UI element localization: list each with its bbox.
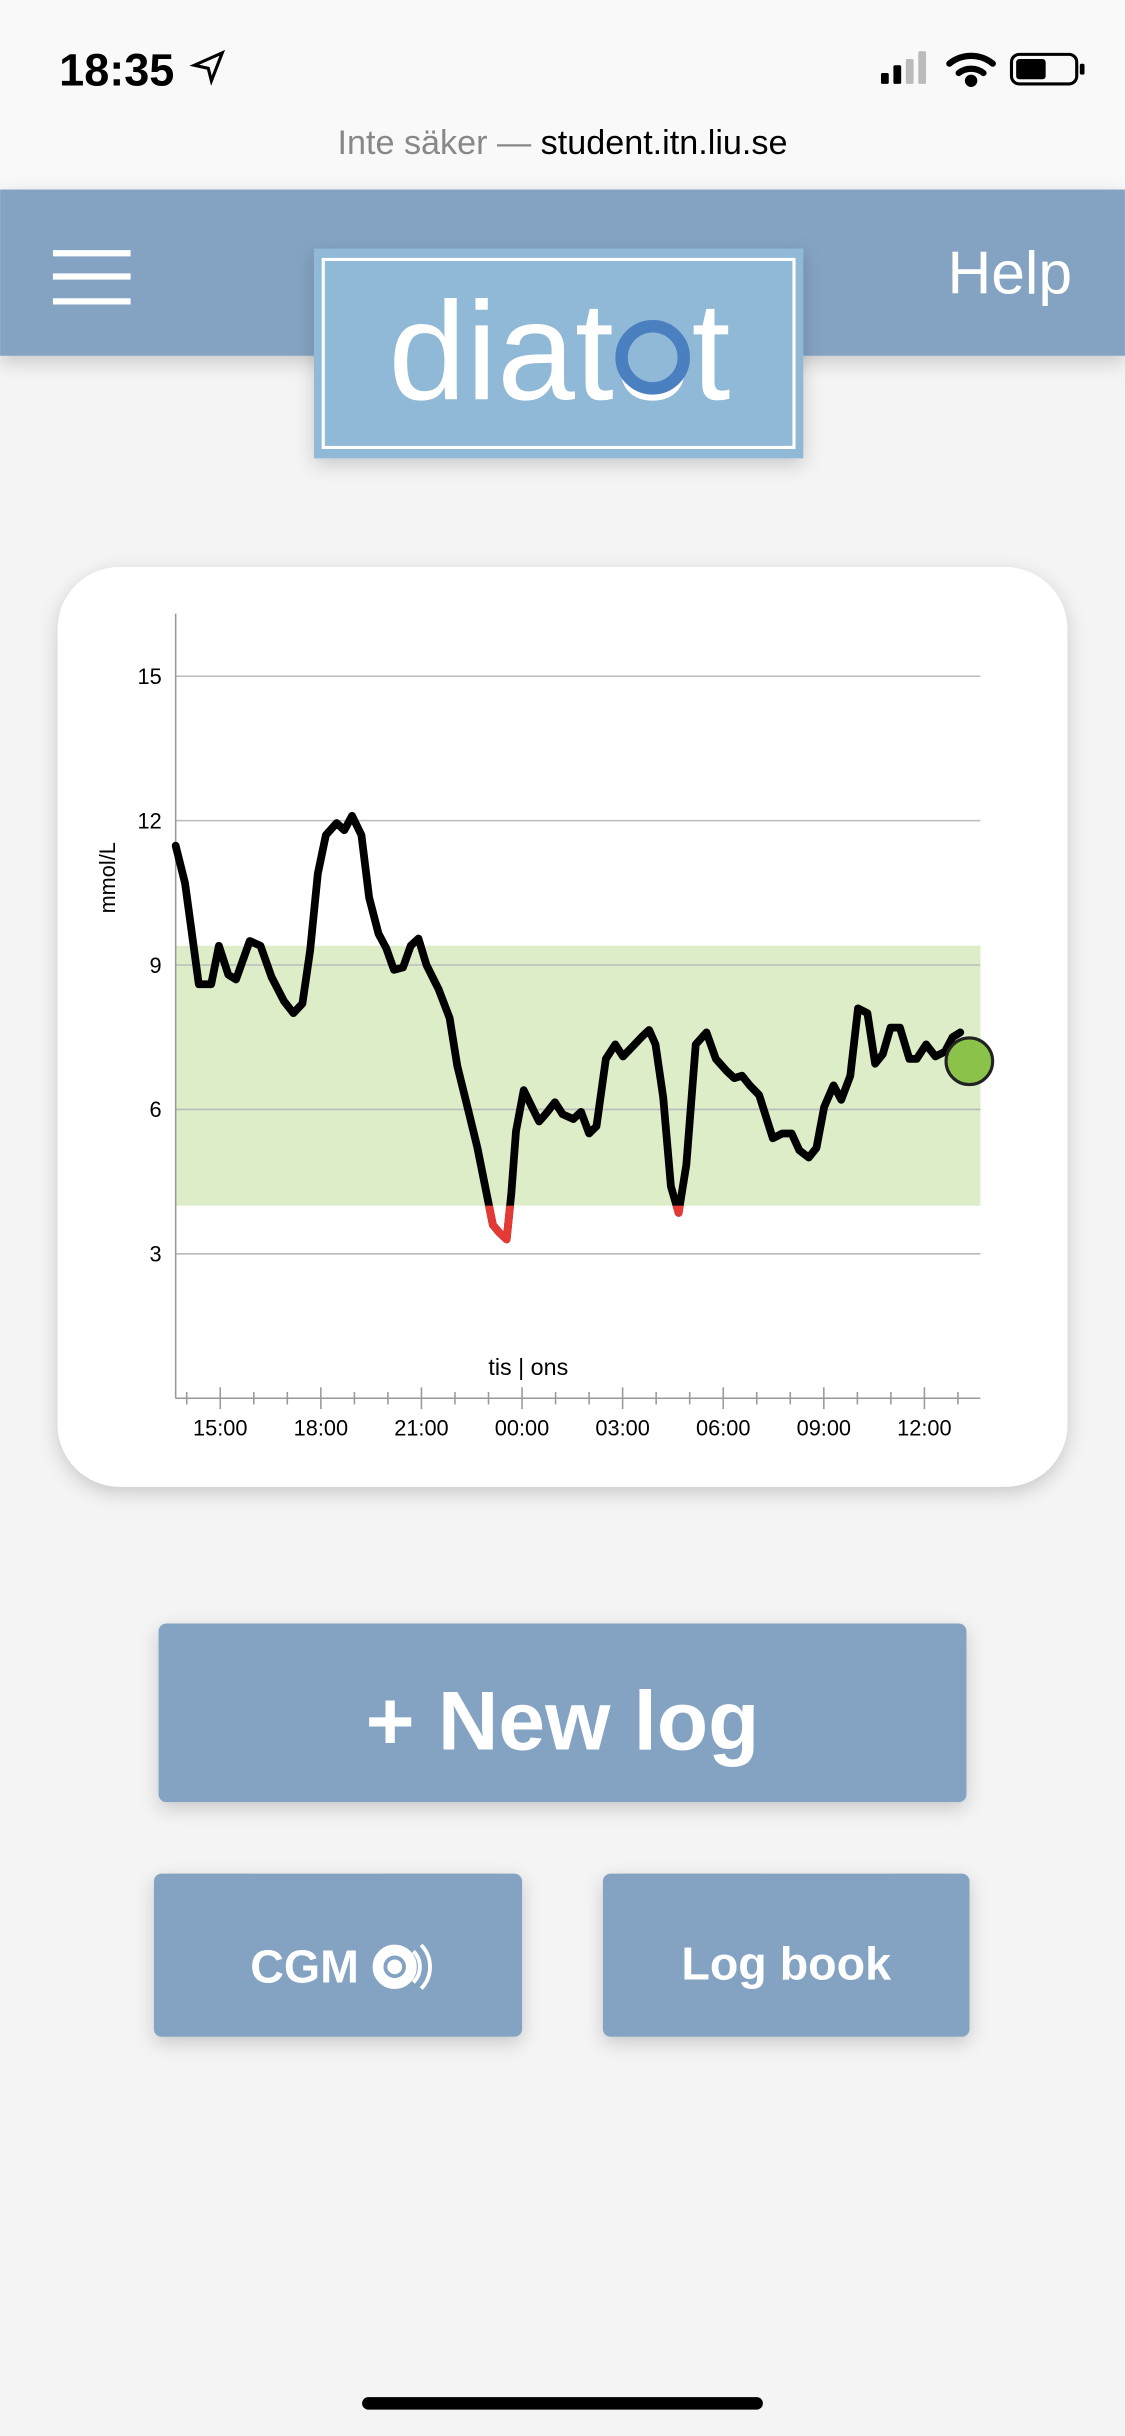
address-bar[interactable]: Inte säker — student.itn.liu.se xyxy=(338,124,788,162)
y-tick-label: 15 xyxy=(137,664,161,689)
logo-border xyxy=(321,257,796,449)
button-bg xyxy=(158,1623,967,1803)
log-book-button[interactable]: Log book xyxy=(602,1873,970,2037)
logo-ring xyxy=(615,320,690,395)
signal-icon xyxy=(880,51,927,84)
x-tick-label: 03:00 xyxy=(595,1416,649,1441)
current-reading xyxy=(944,1036,995,1087)
security-label: Inte säker — xyxy=(338,124,532,162)
cgm-icon xyxy=(372,1943,432,1990)
status-bar xyxy=(0,0,1125,190)
help-link[interactable]: Help xyxy=(947,239,1072,307)
x-tick-label: 09:00 xyxy=(797,1416,851,1441)
y-tick-label: 6 xyxy=(150,1097,162,1122)
url: student.itn.liu.se xyxy=(541,124,788,162)
x-tick-label: 12:00 xyxy=(897,1416,951,1441)
button-bg xyxy=(153,1873,523,2037)
chart: mmol/L tis | ons 3 6 9 12 15 15:00 18:00 21:00 0… xyxy=(95,613,995,1441)
y-axis-label: mmol/L xyxy=(95,842,120,913)
location-icon xyxy=(189,49,226,86)
target-range xyxy=(175,945,981,1206)
battery-icon xyxy=(1009,52,1085,86)
day-annotation: tis | ons xyxy=(488,1354,568,1380)
button-label: CGM xyxy=(250,1940,359,1992)
menu-button[interactable] xyxy=(52,250,131,305)
home-indicator xyxy=(362,2397,763,2410)
cgm-button[interactable]: CGM xyxy=(153,1873,523,2037)
x-tick-label: 00:00 xyxy=(495,1416,549,1441)
y-tick-label: 12 xyxy=(137,808,161,833)
new-log-button[interactable]: + New log xyxy=(158,1623,967,1803)
wifi-icon xyxy=(946,52,996,87)
logo-box xyxy=(313,248,804,459)
button-label: + New log xyxy=(366,1673,760,1767)
button-bg xyxy=(602,1873,970,2037)
x-tick-label: 15:00 xyxy=(193,1416,247,1441)
x-tick-label: 06:00 xyxy=(696,1416,750,1441)
clock: 18:35 xyxy=(59,44,174,95)
x-tick-label: 18:00 xyxy=(294,1416,348,1441)
y-tick-label: 3 xyxy=(150,1242,162,1267)
button-label: Log book xyxy=(681,1937,891,1989)
glucose-line xyxy=(171,811,965,1244)
x-tick-label: 21:00 xyxy=(394,1416,448,1441)
y-tick-label: 9 xyxy=(150,953,162,978)
